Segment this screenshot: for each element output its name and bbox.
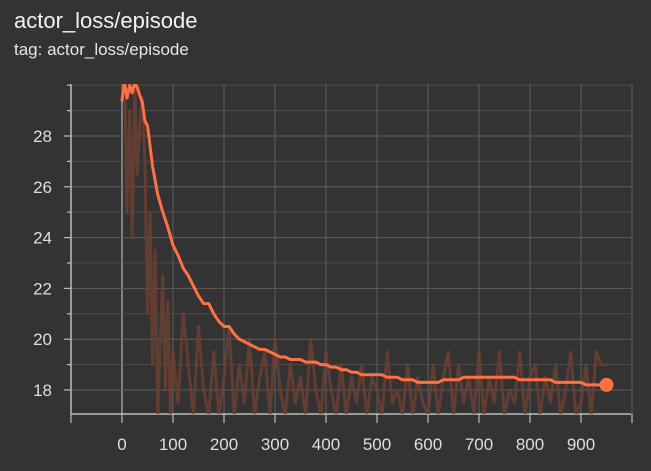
x-tick-label: 900: [567, 435, 595, 454]
x-tick-label: 400: [312, 435, 340, 454]
chart-title: actor_loss/episode: [14, 8, 198, 33]
series-layer: [120, 84, 608, 414]
y-tick-label: 18: [33, 381, 52, 400]
y-tick-label: 28: [33, 127, 52, 146]
x-tick-label: 500: [363, 435, 391, 454]
smoothed-series-line: [120, 84, 608, 387]
x-tick-label: 800: [516, 435, 544, 454]
y-tick-label: 24: [33, 229, 52, 248]
x-tick-label: 700: [465, 435, 493, 454]
x-tick-label: 100: [159, 435, 187, 454]
x-tick-label: 200: [210, 435, 238, 454]
last-point-marker[interactable]: [599, 377, 614, 392]
x-tick-label: 0: [117, 435, 126, 454]
y-tick-label: 22: [33, 279, 52, 298]
endpoint-layer: [599, 377, 614, 392]
raw-series-line: [120, 84, 608, 414]
y-tick-label: 20: [33, 330, 52, 349]
x-tick-label: 300: [261, 435, 289, 454]
x-axis: 0 100 200 300 400 500 600 700 800 900: [70, 413, 633, 454]
chart-tag-subtitle: tag: actor_loss/episode: [14, 40, 189, 59]
horizontal-gridlines: [71, 84, 631, 391]
y-axis: 18 20 22 24 26 28: [33, 84, 72, 414]
x-tick-label: 600: [414, 435, 442, 454]
y-tick-label: 26: [33, 178, 52, 197]
